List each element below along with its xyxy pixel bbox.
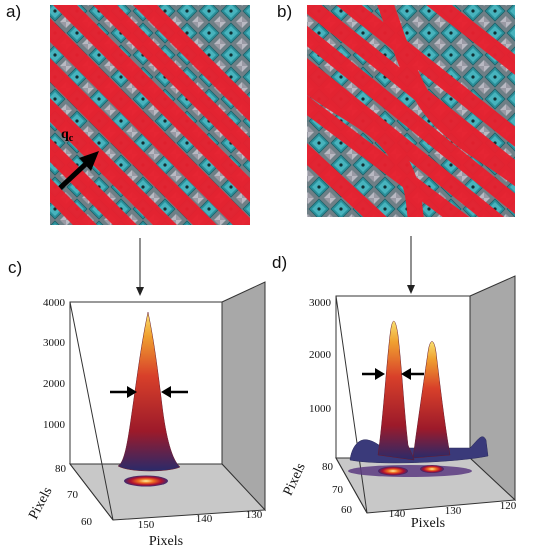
chart-c-x-tick-140: 140 — [196, 513, 213, 525]
chart-c-peak — [117, 311, 181, 472]
chart-d-floor-spot-2 — [420, 465, 444, 473]
stripe-a-1 — [50, 57, 218, 225]
chart-d-peak-2 — [412, 341, 451, 459]
chart-c-xlabel: Pixels — [149, 534, 183, 549]
chart-c-z-tick-3000: 3000 — [43, 337, 66, 349]
chart-c-x-tick-150: 150 — [138, 519, 155, 531]
panel-label-b: b) — [277, 2, 293, 21]
panel-label-c: c) — [8, 258, 23, 277]
chart-d-y-tick-60: 60 — [341, 504, 353, 516]
stripe-b-3 — [336, 5, 515, 147]
guide-arrow-a — [136, 238, 144, 296]
stripe-a-3 — [52, 5, 250, 203]
stripe-b-5 — [307, 95, 470, 217]
wave-vector-arrow — [58, 151, 99, 190]
chart-d-y-tick-70: 70 — [332, 484, 344, 496]
chart-d-y-tick-80: 80 — [322, 461, 334, 473]
chart-d: 3000 2000 1000 80 70 60 140 130 120 Pixe… — [281, 275, 517, 531]
chart-d-peak-1 — [377, 320, 415, 461]
chart-c-fwhm-arrows — [110, 386, 188, 398]
chart-c-floor-spot — [124, 475, 168, 487]
chart-c-z-tick-1000: 1000 — [43, 419, 66, 431]
guide-arrow-b — [407, 236, 415, 294]
stripe-b-1 — [307, 25, 515, 214]
wave-vector-label: qc — [61, 127, 74, 144]
stripe-a-5 — [132, 5, 250, 123]
chart-c-z-tick-2000: 2000 — [43, 378, 66, 390]
chart-d-z-tick-1000: 1000 — [309, 403, 332, 415]
chart-d-x-tick-140: 140 — [389, 508, 406, 520]
chart-c: 4000 3000 2000 1000 80 70 60 150 140 130… — [26, 281, 267, 549]
stripe-a-6 — [50, 97, 178, 225]
chart-d-z-tick-3000: 3000 — [309, 297, 332, 309]
stripe-b-9 — [426, 5, 515, 75]
panel-label-a: a) — [6, 2, 22, 21]
chart-d-x-tick-130: 130 — [445, 505, 462, 517]
chart-d-floor-band — [348, 465, 472, 477]
chart-c-y-tick-80: 80 — [55, 463, 67, 475]
stripe-a-2 — [50, 17, 250, 225]
chart-c-y-tick-60: 60 — [81, 516, 93, 528]
chart-c-x-tick-130: 130 — [246, 509, 263, 521]
chart-c-y-tick-70: 70 — [67, 489, 79, 501]
chart-d-z-tick-2000: 2000 — [309, 349, 332, 361]
chart-d-floor-spot-1 — [378, 466, 408, 476]
panel-a-lattice — [50, 5, 250, 225]
chart-d-xlabel: Pixels — [411, 516, 445, 531]
chart-d-fwhm-arrows — [362, 368, 424, 380]
stripe-b-7 — [307, 74, 424, 217]
panel-label-d: d) — [272, 253, 288, 272]
chart-c-ylabel: Pixels — [26, 485, 55, 522]
stripe-b-6 — [377, 5, 515, 187]
chart-d-x-tick-120: 120 — [500, 500, 517, 512]
panel-b-lattice — [307, 5, 515, 217]
stripe-a-4 — [92, 5, 250, 163]
stripe-b-8 — [307, 143, 387, 217]
chart-c-z-tick-4000: 4000 — [43, 297, 66, 309]
chart-d-ylabel: Pixels — [281, 461, 309, 498]
